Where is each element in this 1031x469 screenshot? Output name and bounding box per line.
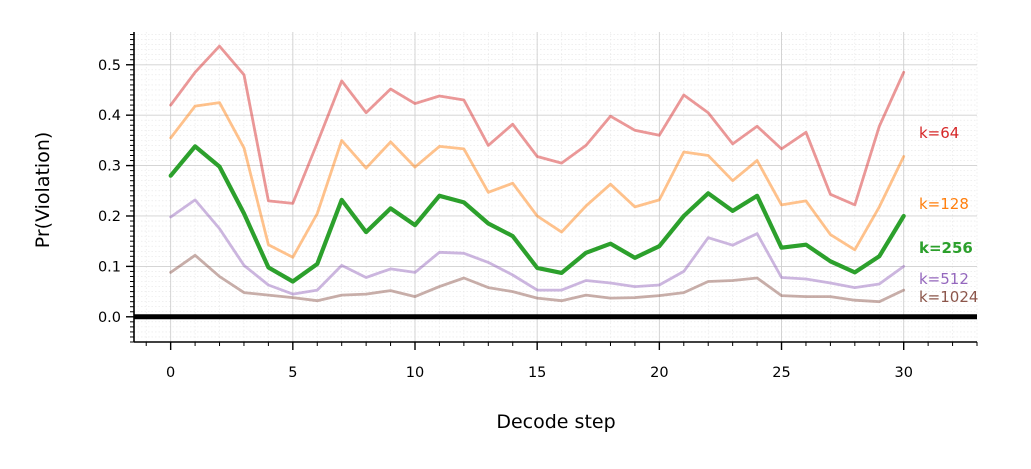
y-axis-title: Pr(Violation) (32, 132, 54, 249)
y-tick-label: 0.0 (98, 310, 121, 326)
series-label-k-128: k=128 (919, 195, 969, 213)
y-tick-label: 0.1 (98, 259, 121, 275)
series-label-k-256: k=256 (919, 239, 973, 257)
series-line-k-128 (169, 101, 906, 259)
y-tick-label: 0.2 (98, 209, 121, 225)
series-lines (168, 44, 906, 304)
series-line-k-1024 (169, 253, 906, 304)
series-line-k-512 (169, 198, 906, 296)
series-line-k-256 (168, 144, 906, 284)
axes: 0.0 0.1 0.2 0.3 0.4 0.5 0 5 10 15 20 25 30 (98, 32, 978, 381)
y-tick-label: 0.5 (98, 58, 121, 74)
x-tick-label: 25 (772, 365, 790, 381)
x-tick-label: 10 (406, 365, 424, 381)
series-label-k-64: k=64 (919, 124, 959, 142)
x-tick-label: 30 (894, 365, 912, 381)
series-line-k-64 (169, 44, 906, 207)
series-label-k-512: k=512 (919, 270, 969, 288)
x-tick-label: 20 (650, 365, 668, 381)
x-axis-title: Decode step (496, 411, 615, 433)
y-tick-label: 0.4 (98, 108, 121, 124)
x-tick-label: 0 (166, 365, 175, 381)
series-label-k-1024: k=1024 (919, 288, 978, 306)
x-tick-label: 15 (528, 365, 546, 381)
x-tick-label: 5 (288, 365, 297, 381)
y-tick-label: 0.3 (98, 159, 121, 175)
